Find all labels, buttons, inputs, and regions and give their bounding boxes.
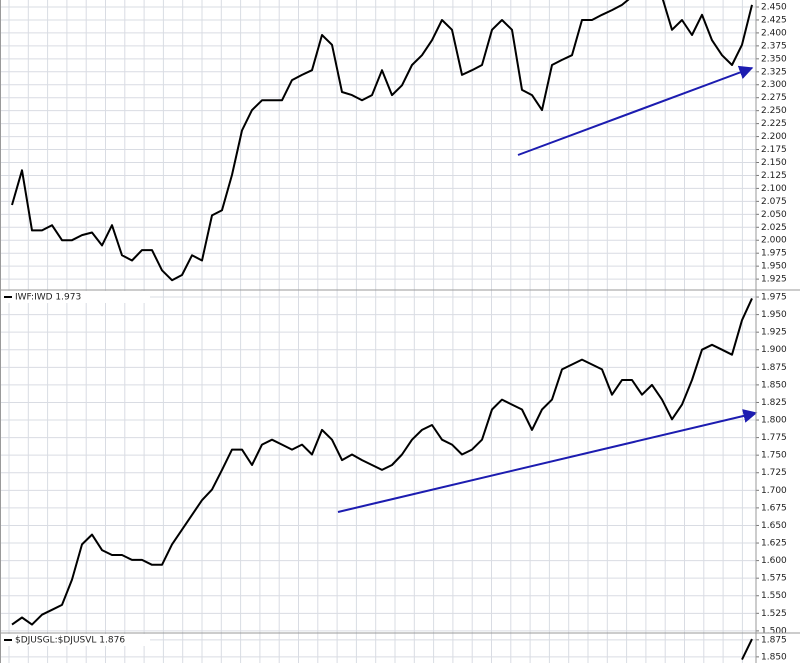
y-tick-label: 2.400 <box>761 28 787 38</box>
y-tick-label: 2.150 <box>761 158 787 168</box>
y-tick-label: 2.425 <box>761 15 787 25</box>
y-tick-label: 2.200 <box>761 132 787 142</box>
y-tick-label: 2.300 <box>761 80 787 90</box>
grid <box>0 0 756 663</box>
y-tick-label: 2.375 <box>761 41 787 51</box>
y-tick-label: 1.975 <box>761 249 787 259</box>
y-tick-label: 2.225 <box>761 119 787 129</box>
y-tick-label: 1.700 <box>761 486 787 496</box>
y-tick-label: 2.175 <box>761 145 787 155</box>
y-tick-label: 1.850 <box>761 652 787 662</box>
y-tick-label: 1.675 <box>761 503 787 513</box>
y-tick-label: 2.250 <box>761 106 787 116</box>
y-tick-label: 1.775 <box>761 433 787 443</box>
y-tick-label: 2.325 <box>761 67 787 77</box>
y-tick-label: 2.450 <box>761 2 787 12</box>
y-tick-label: 1.875 <box>761 363 787 373</box>
y-tick-label: 1.625 <box>761 539 787 549</box>
label-background <box>0 634 150 646</box>
y-tick-label: 1.850 <box>761 380 787 390</box>
y-tick-label: 1.575 <box>761 574 787 584</box>
y-tick-label: 1.950 <box>761 310 787 320</box>
y-tick-label: 1.825 <box>761 398 787 408</box>
price-line <box>11 0 753 282</box>
price-line <box>11 297 753 626</box>
label-background <box>0 291 150 303</box>
y-tick-label: 1.650 <box>761 521 787 531</box>
y-tick-label: 2.350 <box>761 54 787 64</box>
y-tick-label: 1.800 <box>761 416 787 426</box>
y-tick-label: 2.025 <box>761 223 787 233</box>
y-tick-label: 1.725 <box>761 468 787 478</box>
y-tick-label: 1.875 <box>761 635 787 645</box>
plot-area <box>11 0 753 661</box>
y-tick-label: 1.900 <box>761 345 787 355</box>
y-tick-label: 1.550 <box>761 591 787 601</box>
y-tick-label: 2.100 <box>761 184 787 194</box>
y-tick-label: 1.500 <box>761 626 787 636</box>
y-tick-label: 2.275 <box>761 93 787 103</box>
y-tick-label: 1.925 <box>761 275 787 285</box>
trend-arrow <box>337 409 758 513</box>
y-tick-label: 1.925 <box>761 328 787 338</box>
y-tick-label: 2.050 <box>761 210 787 220</box>
y-tick-label: 1.950 <box>761 262 787 272</box>
y-tick-label: 1.750 <box>761 451 787 461</box>
y-tick-label: 1.975 <box>761 293 787 303</box>
y-tick-label: 1.600 <box>761 556 787 566</box>
y-tick-label: 2.000 <box>761 236 787 246</box>
price-line <box>741 638 753 661</box>
y-tick-label: 1.525 <box>761 609 787 619</box>
panel-label: $DJUSGL:$DJUSVL 1.876 <box>15 636 125 646</box>
panel-label: IWF:IWD 1.973 <box>15 293 81 303</box>
y-tick-label: 2.125 <box>761 171 787 181</box>
trend-arrow <box>517 65 754 156</box>
y-tick-label: 2.075 <box>761 197 787 207</box>
